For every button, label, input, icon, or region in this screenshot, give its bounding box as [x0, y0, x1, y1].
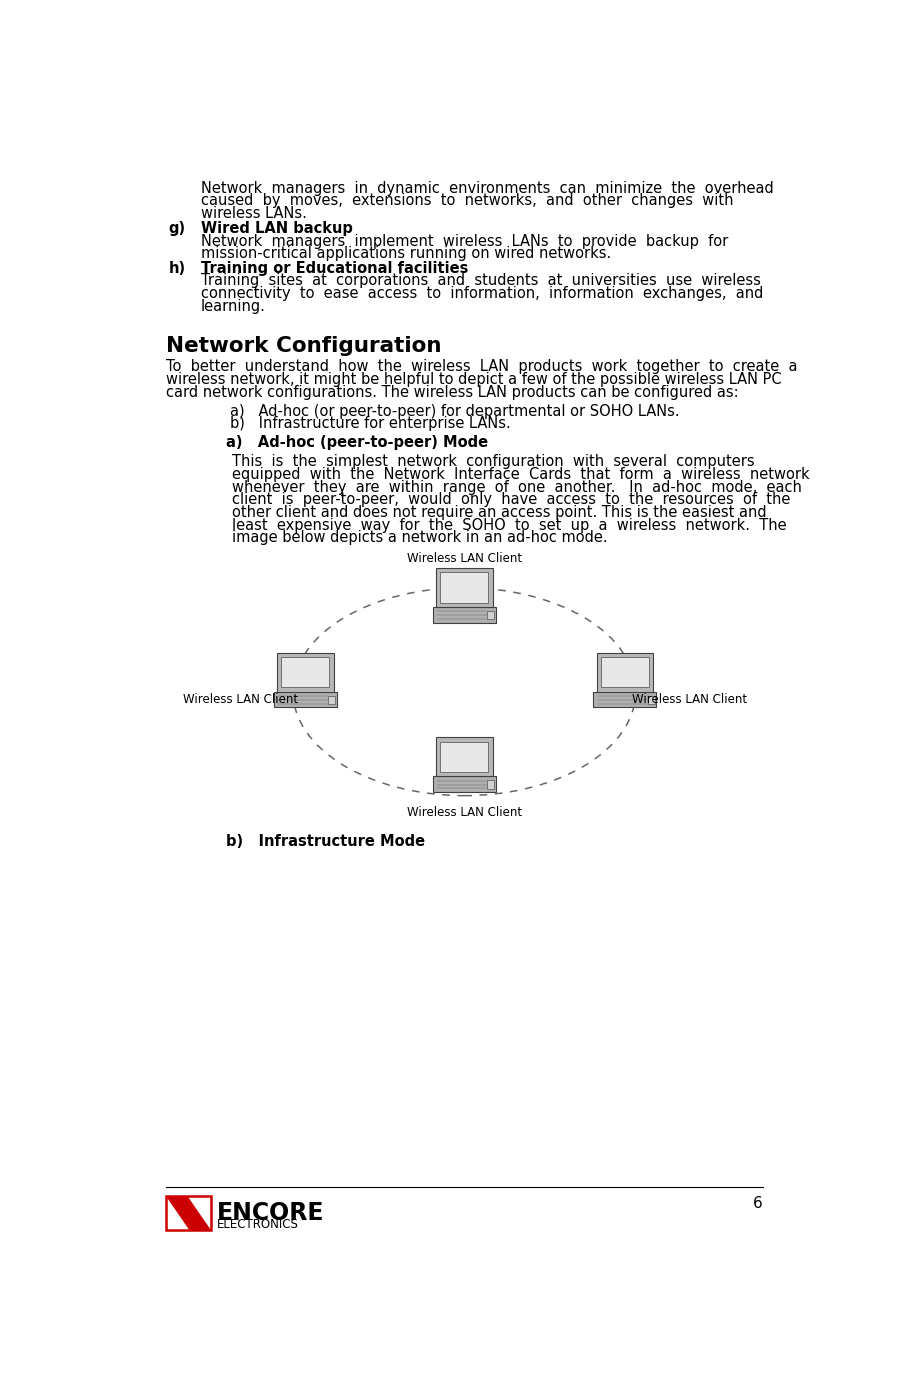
Polygon shape	[166, 1196, 211, 1231]
FancyBboxPatch shape	[440, 742, 488, 772]
Text: mission-critical applications running on wired networks.: mission-critical applications running on…	[201, 246, 611, 261]
Text: wireless network, it might be helpful to depict a few of the possible wireless L: wireless network, it might be helpful to…	[166, 372, 782, 388]
FancyBboxPatch shape	[275, 692, 337, 707]
Text: Network  managers  implement  wireless  LANs  to  provide  backup  for: Network managers implement wireless LANs…	[201, 233, 728, 249]
Text: caused  by  moves,  extensions  to  networks,  and  other  changes  with: caused by moves, extensions to networks,…	[201, 193, 733, 208]
Text: Wireless LAN Client: Wireless LAN Client	[632, 693, 747, 706]
FancyBboxPatch shape	[593, 692, 656, 707]
Text: Wired LAN backup: Wired LAN backup	[201, 221, 352, 236]
FancyBboxPatch shape	[433, 776, 496, 792]
FancyBboxPatch shape	[436, 568, 493, 607]
Text: Wireless LAN Client: Wireless LAN Client	[407, 553, 522, 565]
FancyBboxPatch shape	[328, 696, 335, 704]
Text: ENCORE: ENCORE	[217, 1200, 324, 1225]
Text: g): g)	[169, 221, 186, 236]
Text: wireless LANs.: wireless LANs.	[201, 206, 307, 221]
Text: Training  sites  at  corporations  and  students  at  universities  use  wireles: Training sites at corporations and stude…	[201, 274, 761, 289]
FancyBboxPatch shape	[487, 781, 495, 789]
Text: Training or Educational facilities: Training or Educational facilities	[201, 261, 468, 275]
Text: least  expensive  way  for  the  SOHO  to  set  up  a  wireless  network.  The: least expensive way for the SOHO to set …	[232, 518, 786, 533]
Text: a)   Ad-hoc (peer-to-peer) Mode: a) Ad-hoc (peer-to-peer) Mode	[226, 435, 487, 450]
Text: other client and does not require an access point. This is the easiest and: other client and does not require an acc…	[232, 506, 766, 519]
FancyBboxPatch shape	[166, 1196, 211, 1231]
Text: h): h)	[169, 261, 186, 275]
Text: whenever  they  are  within  range  of  one  another.   In  ad-hoc  mode,  each: whenever they are within range of one an…	[232, 479, 802, 494]
FancyBboxPatch shape	[436, 738, 493, 776]
Text: 6: 6	[753, 1196, 763, 1211]
Text: Wireless LAN Client: Wireless LAN Client	[183, 693, 298, 706]
FancyBboxPatch shape	[433, 607, 496, 622]
Text: client  is  peer-to-peer,  would  only  have  access  to  the  resources  of  th: client is peer-to-peer, would only have …	[232, 492, 790, 507]
Text: image below depicts a network in an ad-hoc mode.: image below depicts a network in an ad-h…	[232, 531, 607, 546]
Text: Network  managers  in  dynamic  environments  can  minimize  the  overhead: Network managers in dynamic environments…	[201, 181, 774, 196]
Text: connectivity  to  ease  access  to  information,  information  exchanges,  and: connectivity to ease access to informati…	[201, 286, 763, 301]
FancyBboxPatch shape	[596, 653, 653, 692]
FancyBboxPatch shape	[282, 657, 330, 688]
Text: learning.: learning.	[201, 299, 265, 314]
Text: card network configurations. The wireless LAN products can be configured as:: card network configurations. The wireles…	[166, 385, 738, 400]
Text: ELECTRONICS: ELECTRONICS	[217, 1218, 299, 1231]
Text: b)   Infrastructure Mode: b) Infrastructure Mode	[226, 835, 425, 849]
Text: a)   Ad-hoc (or peer-to-peer) for departmental or SOHO LANs.: a) Ad-hoc (or peer-to-peer) for departme…	[229, 404, 680, 418]
Text: Wireless LAN Client: Wireless LAN Client	[407, 806, 522, 818]
Text: equipped  with  the  Network  Interface  Cards  that  form  a  wireless  network: equipped with the Network Interface Card…	[232, 467, 809, 482]
FancyBboxPatch shape	[277, 653, 333, 692]
Text: b)   Infrastructure for enterprise LANs.: b) Infrastructure for enterprise LANs.	[229, 417, 510, 432]
FancyBboxPatch shape	[487, 611, 495, 619]
FancyBboxPatch shape	[440, 572, 488, 603]
FancyBboxPatch shape	[601, 657, 649, 688]
FancyBboxPatch shape	[648, 696, 655, 704]
Text: Network Configuration: Network Configuration	[166, 336, 441, 356]
Text: This  is  the  simplest  network  configuration  with  several  computers: This is the simplest network configurati…	[232, 454, 755, 469]
Text: To  better  understand  how  the  wireless  LAN  products  work  together  to  c: To better understand how the wireless LA…	[166, 360, 797, 375]
